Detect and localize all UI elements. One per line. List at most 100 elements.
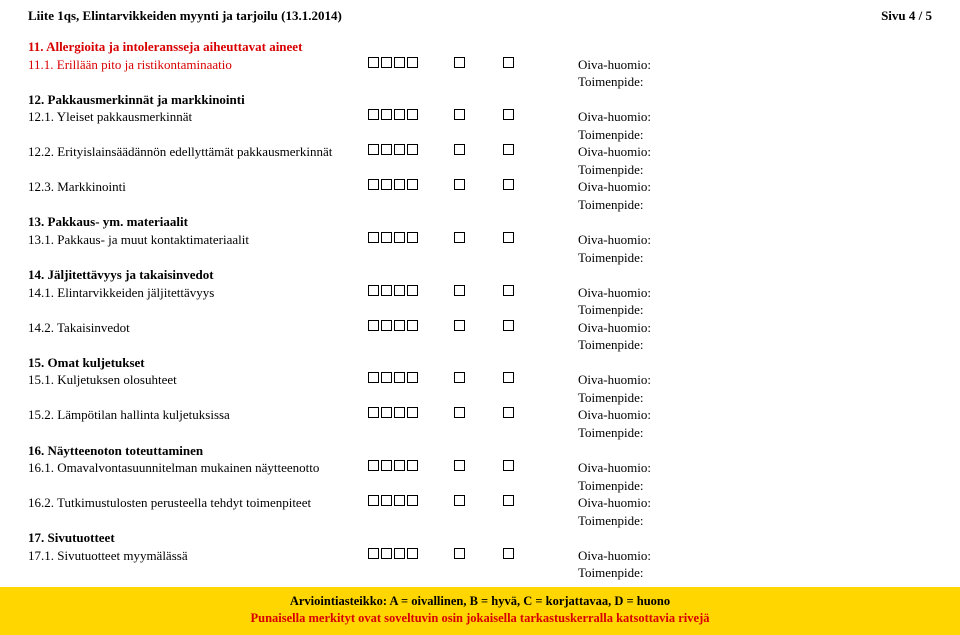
checkbox[interactable]	[503, 320, 514, 331]
checkbox[interactable]	[407, 232, 418, 243]
footer-line-2: Punaisella merkityt ovat soveltuvin osin…	[0, 610, 960, 627]
checkbox[interactable]	[368, 460, 379, 471]
checkbox[interactable]	[503, 548, 514, 559]
spacer	[368, 73, 578, 91]
checkbox[interactable]	[454, 372, 465, 383]
item-label: 12.3. Markkinointi	[28, 178, 368, 196]
rating-boxes	[368, 284, 578, 296]
checkbox[interactable]	[454, 548, 465, 559]
checkbox[interactable]	[394, 285, 405, 296]
toimenpide-note: Toimenpide:	[578, 564, 932, 582]
checkbox[interactable]	[394, 495, 405, 506]
footer-line-1: Arviointiasteikko: A = oivallinen, B = h…	[0, 593, 960, 610]
checkbox[interactable]	[394, 232, 405, 243]
checkbox[interactable]	[381, 407, 392, 418]
checkbox[interactable]	[368, 372, 379, 383]
checkbox[interactable]	[394, 57, 405, 68]
spacer	[28, 512, 368, 530]
checkbox[interactable]	[454, 57, 465, 68]
checkbox[interactable]	[381, 57, 392, 68]
checkbox[interactable]	[503, 372, 514, 383]
rating-boxes	[368, 231, 578, 243]
checkbox[interactable]	[454, 179, 465, 190]
checkbox[interactable]	[394, 407, 405, 418]
checkbox[interactable]	[381, 144, 392, 155]
checkbox[interactable]	[503, 57, 514, 68]
checkbox[interactable]	[503, 144, 514, 155]
item-label: 11.1. Erillään pito ja ristikontaminaati…	[28, 56, 368, 74]
form-item-row: 16.1. Omavalvontasuunnitelman mukainen n…	[28, 459, 932, 477]
checkbox[interactable]	[381, 460, 392, 471]
spacer	[368, 126, 578, 144]
checkbox[interactable]	[394, 109, 405, 120]
checkbox[interactable]	[407, 144, 418, 155]
rating-boxes	[368, 319, 578, 331]
checkbox[interactable]	[407, 320, 418, 331]
checkbox[interactable]	[503, 285, 514, 296]
section-heading: 15. Omat kuljetukset	[28, 354, 932, 372]
checkbox[interactable]	[407, 57, 418, 68]
checkbox[interactable]	[368, 232, 379, 243]
checkbox[interactable]	[503, 460, 514, 471]
section-heading: 16. Näytteenoton toteuttaminen	[28, 442, 932, 460]
checkbox[interactable]	[394, 372, 405, 383]
section-title: 11. Allergioita ja intoleransseja aiheut…	[28, 38, 368, 56]
checkbox[interactable]	[503, 109, 514, 120]
checkbox[interactable]	[381, 548, 392, 559]
checkbox[interactable]	[368, 495, 379, 506]
checkbox[interactable]	[394, 548, 405, 559]
checkbox[interactable]	[503, 179, 514, 190]
checkbox[interactable]	[454, 460, 465, 471]
checkbox[interactable]	[407, 460, 418, 471]
checkbox[interactable]	[394, 179, 405, 190]
checkbox[interactable]	[454, 144, 465, 155]
spacer	[28, 477, 368, 495]
checkbox[interactable]	[394, 460, 405, 471]
item-label: 16.2. Tutkimustulosten perusteella tehdy…	[28, 494, 368, 512]
checkbox[interactable]	[381, 495, 392, 506]
checkbox[interactable]	[407, 495, 418, 506]
rating-boxes	[368, 547, 578, 559]
checkbox[interactable]	[381, 109, 392, 120]
checkbox[interactable]	[503, 495, 514, 506]
checkbox[interactable]	[381, 232, 392, 243]
checkbox[interactable]	[407, 372, 418, 383]
checkbox[interactable]	[407, 548, 418, 559]
checkbox[interactable]	[503, 232, 514, 243]
checkbox[interactable]	[368, 548, 379, 559]
spacer	[28, 73, 368, 91]
checkbox[interactable]	[368, 320, 379, 331]
checkbox[interactable]	[503, 407, 514, 418]
spacer	[28, 249, 368, 267]
checkbox[interactable]	[368, 285, 379, 296]
checkbox[interactable]	[394, 144, 405, 155]
checkbox[interactable]	[368, 57, 379, 68]
checkbox[interactable]	[368, 144, 379, 155]
checkbox[interactable]	[407, 407, 418, 418]
checkbox[interactable]	[368, 179, 379, 190]
checkbox[interactable]	[407, 109, 418, 120]
checkbox[interactable]	[381, 179, 392, 190]
checkbox[interactable]	[454, 320, 465, 331]
toimenpide-row: Toimenpide:	[28, 424, 932, 442]
checkbox[interactable]	[368, 109, 379, 120]
header-left: Liite 1qs, Elintarvikkeiden myynti ja ta…	[28, 8, 342, 24]
page-header: Liite 1qs, Elintarvikkeiden myynti ja ta…	[28, 8, 932, 24]
checkbox[interactable]	[394, 320, 405, 331]
checkbox[interactable]	[407, 179, 418, 190]
toimenpide-row: Toimenpide:	[28, 161, 932, 179]
checkbox[interactable]	[381, 372, 392, 383]
checkbox[interactable]	[381, 320, 392, 331]
checkbox[interactable]	[454, 109, 465, 120]
toimenpide-note: Toimenpide:	[578, 477, 932, 495]
checkbox[interactable]	[454, 407, 465, 418]
checkbox[interactable]	[381, 285, 392, 296]
toimenpide-note: Toimenpide:	[578, 196, 932, 214]
checkbox[interactable]	[454, 232, 465, 243]
checkbox[interactable]	[368, 407, 379, 418]
section-title: 13. Pakkaus- ym. materiaalit	[28, 213, 368, 231]
spacer	[28, 301, 368, 319]
checkbox[interactable]	[454, 285, 465, 296]
checkbox[interactable]	[407, 285, 418, 296]
checkbox[interactable]	[454, 495, 465, 506]
